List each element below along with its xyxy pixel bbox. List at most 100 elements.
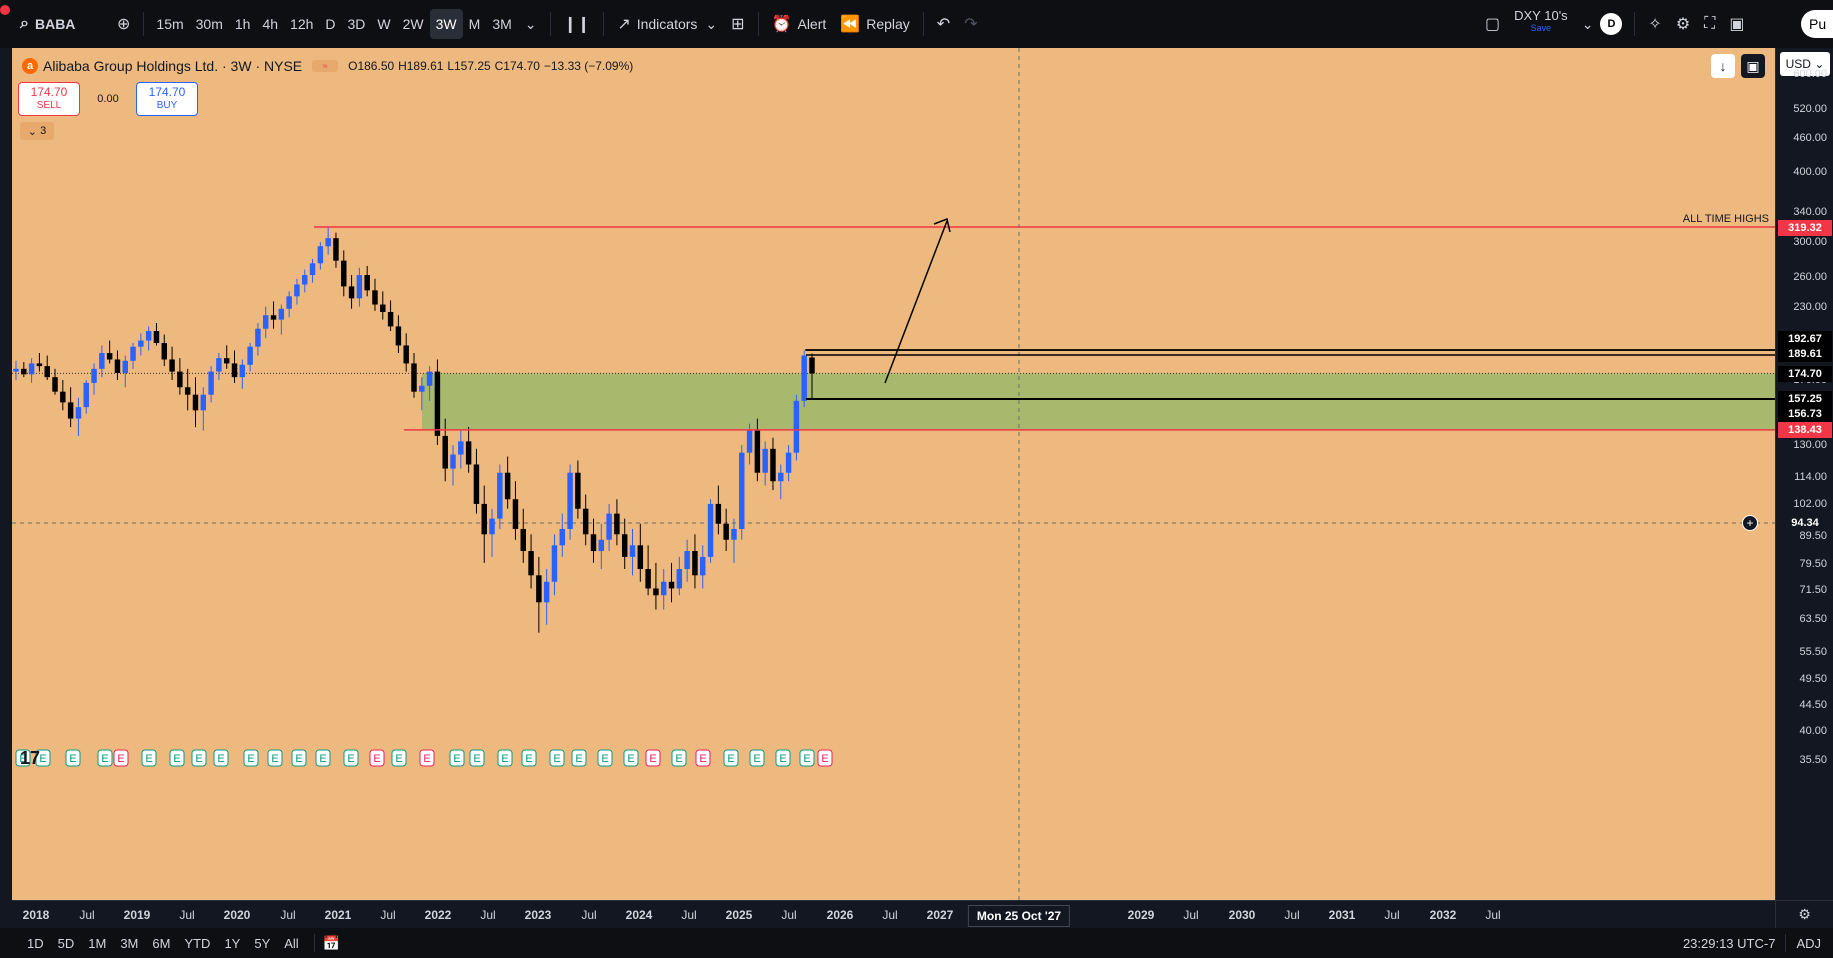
earnings-marker[interactable]: E (267, 749, 283, 767)
clock[interactable]: 23:29:13 UTC-7 (1682, 935, 1776, 951)
earnings-marker[interactable]: E (469, 749, 485, 767)
object-tree-button[interactable]: ▣ (1741, 54, 1765, 78)
earnings-marker-box (243, 749, 259, 767)
alert-button[interactable]: ⏰ Alert (765, 9, 834, 39)
timeframe-d[interactable]: D (325, 16, 336, 32)
undo-button[interactable]: ↶ (930, 9, 957, 39)
range-1y[interactable]: 1Y (224, 935, 241, 951)
earnings-marker[interactable]: E (369, 749, 385, 767)
timeframe-15m[interactable]: 15m (156, 16, 184, 32)
eye-toggle-icon[interactable]: ≈ (312, 60, 339, 72)
earnings-marker[interactable]: E (213, 749, 229, 767)
timeframe-3m[interactable]: 3M (492, 16, 512, 32)
indicators-button[interactable]: ↗ Indicators ⌄ (610, 9, 724, 39)
earnings-marker[interactable]: E (671, 749, 687, 767)
earnings-marker[interactable]: E (243, 749, 259, 767)
indicators-collapse-button[interactable]: ⌄ 3 (20, 122, 54, 140)
earnings-marker[interactable]: E (35, 749, 51, 767)
range-5d[interactable]: 5D (57, 935, 75, 951)
timeframe-12h[interactable]: 12h (290, 16, 314, 32)
earnings-marker[interactable]: E (695, 749, 711, 767)
earnings-marker[interactable]: E (645, 749, 661, 767)
earnings-marker[interactable]: E (521, 749, 537, 767)
layout-dropdown[interactable]: ⌄ (1575, 9, 1601, 39)
time-tick: Jul (79, 908, 95, 922)
timeframe-3w[interactable]: 3W (429, 9, 463, 39)
earnings-marker[interactable]: E (113, 749, 129, 767)
sell-button[interactable]: 174.70 SELL (18, 82, 80, 116)
range-all[interactable]: All (284, 935, 299, 951)
earnings-marker[interactable]: E (799, 749, 815, 767)
timeframe-4h[interactable]: 4h (262, 16, 279, 32)
earnings-marker[interactable]: E (419, 749, 435, 767)
earnings-marker[interactable]: E (191, 749, 207, 767)
currency-select[interactable]: USD ⌄ (1780, 52, 1830, 76)
timeframe-m[interactable]: M (468, 16, 481, 32)
earnings-marker[interactable]: E (449, 749, 465, 767)
earnings-marker[interactable]: E (549, 749, 565, 767)
earnings-marker[interactable]: E (623, 749, 639, 767)
buy-button[interactable]: 174.70 BUY (136, 82, 198, 116)
templates-button[interactable]: ⊞ (724, 9, 751, 39)
fullscreen-button[interactable]: ⛶ (1697, 9, 1722, 39)
earnings-marker[interactable]: E (291, 749, 307, 767)
earnings-marker[interactable]: E (497, 749, 513, 767)
add-alert-plus-icon[interactable]: + (1742, 515, 1758, 531)
price-axis[interactable]: USD ⌄ 600.00 520.00 460.00 400.00 340.00 300.… (1742, 48, 1833, 900)
earnings-marker[interactable]: E (97, 749, 113, 767)
replay-button[interactable]: ⏪ Replay (833, 9, 917, 39)
range-1d[interactable]: 1D (27, 935, 44, 951)
time-tick: Jul (280, 908, 296, 922)
earnings-marker-letter: E (101, 753, 108, 765)
snapshot-button[interactable]: ▣ (1722, 9, 1751, 39)
earnings-marker-box (35, 749, 51, 767)
range-1m[interactable]: 1M (88, 935, 107, 951)
timeframe-w[interactable]: W (377, 16, 391, 32)
goto-date-icon[interactable]: 📅 (322, 934, 341, 951)
earnings-marker[interactable]: E (65, 749, 81, 767)
time-axis[interactable]: 2018 Jul 2019 Jul 2020 Jul 2021 Jul 2022 Jul 2023 J… (12, 900, 1775, 928)
range-3m[interactable]: 3M (120, 935, 139, 951)
earnings-marker[interactable]: E (571, 749, 587, 767)
earnings-marker[interactable]: E (749, 749, 765, 767)
candle-body (153, 331, 160, 343)
timeframe-3d[interactable]: 3D (347, 16, 366, 32)
range-5y[interactable]: 5Y (254, 935, 271, 951)
chart-pane[interactable]: E E E E E E E E E E E E E E E E E E E E E E E E E E E E E E E E E 17 a Al… (12, 48, 1775, 900)
candle-body (309, 263, 316, 276)
timeframe-1h[interactable]: 1h (234, 16, 251, 32)
timeframe-dropdown[interactable]: ⌄ (518, 9, 544, 39)
legend-title[interactable]: Alibaba Group Holdings Ltd. · 3W · NYSE (43, 58, 303, 74)
alibaba-logo-icon: a (22, 58, 38, 74)
quick-search-button[interactable]: ✧ (1641, 9, 1668, 39)
range-6m[interactable]: 6M (152, 935, 171, 951)
earnings-marker[interactable]: E (775, 749, 791, 767)
symbol-search[interactable]: ⌕ BABA (0, 9, 110, 39)
earnings-marker[interactable]: E (343, 749, 359, 767)
layout-name[interactable]: DXY 10's Save (1507, 9, 1575, 39)
price-chart[interactable]: E E E E E E E E E E E E E E E E E E E E E E E E E E E E E E E E E17 (12, 48, 1775, 900)
range-ytd[interactable]: YTD (184, 935, 211, 951)
redo-button[interactable]: ↷ (957, 9, 984, 39)
chart-type-button[interactable]: ❙❙ (557, 9, 598, 39)
publish-button[interactable]: Pu (1801, 10, 1833, 38)
earnings-marker[interactable]: E (315, 749, 331, 767)
earnings-marker[interactable]: E (723, 749, 739, 767)
earnings-marker[interactable]: E (391, 749, 407, 767)
candle-body (754, 430, 761, 473)
settings-button[interactable]: ⚙ (1669, 9, 1697, 39)
ath-label: ALL TIME HIGHS (1682, 213, 1769, 225)
earnings-marker[interactable]: E (141, 749, 157, 767)
adj-toggle[interactable]: ADJ (1796, 935, 1821, 951)
earnings-marker[interactable]: E (597, 749, 613, 767)
earnings-marker[interactable]: E (817, 749, 833, 767)
axis-settings-button[interactable]: ⚙ (1775, 900, 1833, 928)
earnings-marker[interactable]: E (169, 749, 185, 767)
scroll-to-latest-button[interactable]: ↓ (1711, 54, 1735, 78)
timeframe-2w[interactable]: 2W (402, 16, 424, 32)
layout-select-button[interactable]: ▢ (1478, 9, 1507, 39)
compare-button[interactable]: ⊕ (110, 9, 137, 39)
earnings-marker[interactable]: E (15, 749, 31, 767)
timeframe-30m[interactable]: 30m (195, 16, 223, 32)
avatar[interactable]: D (1600, 13, 1623, 35)
